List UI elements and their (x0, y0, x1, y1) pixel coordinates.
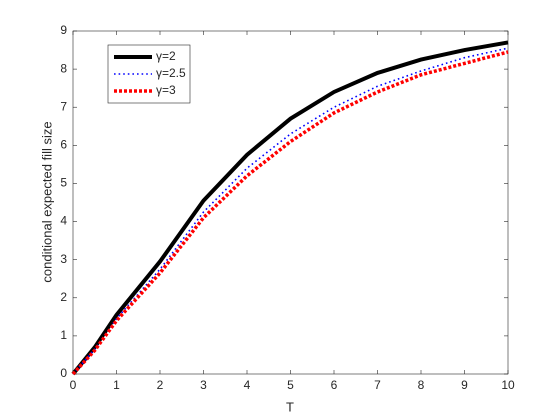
y-tick-label: 1 (60, 328, 67, 342)
legend-box (107, 44, 191, 104)
y-axis-label: conditional expected fill size (39, 121, 54, 282)
x-tick-label: 1 (113, 378, 120, 392)
x-tick-label: 9 (461, 378, 468, 392)
y-tick-label: 9 (60, 23, 67, 37)
y-tick-label: 5 (60, 176, 67, 190)
x-tick-label: 0 (70, 378, 77, 392)
x-tick-label: 7 (374, 378, 381, 392)
x-axis-label: T (286, 399, 294, 414)
x-tick-label: 6 (331, 378, 338, 392)
y-tick-label: 6 (60, 138, 67, 152)
x-tick-label: 10 (501, 378, 515, 392)
x-tick-label: 4 (244, 378, 251, 392)
y-tick-label: 7 (60, 99, 67, 113)
x-tick-label: 8 (418, 378, 425, 392)
series-line (71, 50, 509, 376)
y-tick-label: 4 (60, 214, 67, 228)
y-tick-label: 2 (60, 290, 67, 304)
legend-label: γ=3 (156, 83, 176, 97)
legend-label: γ=2.5 (156, 66, 186, 80)
y-tick-label: 8 (60, 61, 67, 75)
x-tick-label: 5 (287, 378, 294, 392)
legend-label: γ=2 (156, 49, 176, 63)
y-tick-label: 3 (60, 252, 67, 266)
y-tick-label: 0 (60, 366, 67, 380)
x-tick-label: 2 (157, 378, 164, 392)
x-tick-label: 3 (200, 378, 207, 392)
series-line (71, 40, 509, 376)
